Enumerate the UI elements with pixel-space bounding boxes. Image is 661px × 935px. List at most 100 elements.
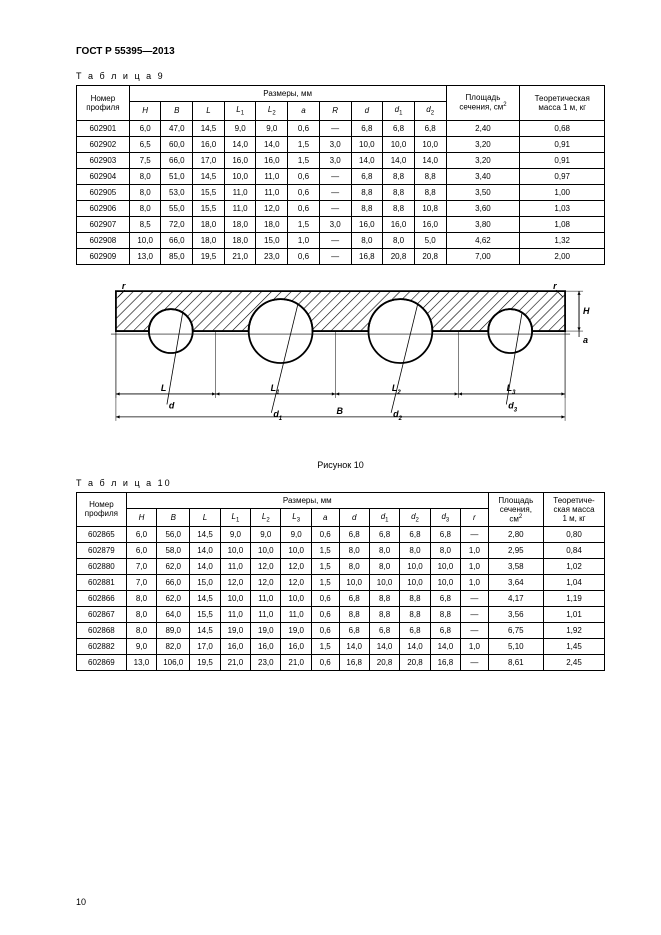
cell: 1,0	[461, 543, 489, 559]
cell: 18,0	[224, 216, 256, 232]
cell: 16,0	[383, 216, 415, 232]
cell: 19,0	[251, 623, 281, 639]
col-L2: L2	[251, 508, 281, 527]
cell: 16,0	[224, 152, 256, 168]
cell: 8,8	[383, 184, 415, 200]
cell: 3,64	[488, 575, 543, 591]
cell: 1,04	[543, 575, 604, 591]
cell: 14,0	[224, 136, 256, 152]
cell: 16,0	[251, 639, 281, 655]
cell: 8,0	[339, 559, 369, 575]
cell: 7,0	[126, 575, 156, 591]
col-d: d	[339, 508, 369, 527]
cell: 72,0	[161, 216, 193, 232]
table-row: 6029016,047,014,59,09,00,6—6,86,86,82,40…	[77, 120, 605, 136]
cell: 14,0	[351, 152, 383, 168]
table-row: 6028678,064,015,511,011,011,00,68,88,88,…	[77, 607, 605, 623]
cell: 62,0	[157, 591, 190, 607]
col-R: R	[319, 102, 351, 121]
cell: 602867	[77, 607, 127, 623]
cell: 8,0	[339, 543, 369, 559]
cell: 55,0	[161, 200, 193, 216]
col-area: Площадь сечения, см2	[488, 492, 543, 527]
cell: 7,00	[446, 248, 520, 264]
cell: 3,80	[446, 216, 520, 232]
cell: 8,8	[400, 591, 430, 607]
cell: 602866	[77, 591, 127, 607]
cell: 20,8	[383, 248, 415, 264]
table-row: 6029048,051,014,510,011,00,6—6,88,88,83,…	[77, 168, 605, 184]
cell: 6,8	[369, 623, 399, 639]
cell: 16,0	[256, 152, 288, 168]
cell: 1,00	[520, 184, 605, 200]
cell: 6,0	[126, 527, 156, 543]
cell: 3,0	[319, 216, 351, 232]
cell: 11,0	[220, 607, 250, 623]
table-row: 6029078,572,018,018,018,01,53,016,016,01…	[77, 216, 605, 232]
cell: 6,0	[129, 120, 161, 136]
cell: 3,20	[446, 136, 520, 152]
cell: 10,0	[351, 136, 383, 152]
cell: 1,19	[543, 591, 604, 607]
svg-text:r: r	[122, 281, 126, 291]
cell: 8,8	[383, 168, 415, 184]
svg-text:d3: d3	[508, 400, 517, 413]
cell: 13,0	[126, 655, 156, 671]
cell: 14,0	[256, 136, 288, 152]
table-row: 6028668,062,014,510,011,010,00,66,88,88,…	[77, 591, 605, 607]
col-d2: d2	[414, 102, 446, 121]
cell: 18,0	[224, 232, 256, 248]
cell: 602904	[77, 168, 130, 184]
cell: 21,0	[220, 655, 250, 671]
cell: 8,0	[351, 232, 383, 248]
cell: 16,8	[339, 655, 369, 671]
cell: 8,8	[400, 607, 430, 623]
cell: 1,5	[311, 559, 339, 575]
cell: 20,8	[400, 655, 430, 671]
figure10-caption: Рисунок 10	[76, 460, 605, 470]
cell: 10,0	[281, 591, 311, 607]
cell: 0,80	[543, 527, 604, 543]
cell: 6,8	[400, 527, 430, 543]
cell: 2,45	[543, 655, 604, 671]
cell: 13,0	[129, 248, 161, 264]
cell: 0,6	[311, 623, 339, 639]
page-number: 10	[76, 897, 86, 907]
cell: 8,8	[351, 200, 383, 216]
cell: 10,0	[220, 543, 250, 559]
table-row: 6028688,089,014,519,019,019,00,66,86,86,…	[77, 623, 605, 639]
cell: 6,8	[339, 591, 369, 607]
cell: 8,8	[351, 184, 383, 200]
cell: 12,0	[256, 200, 288, 216]
cell: 0,68	[520, 120, 605, 136]
cell: 15,5	[190, 607, 220, 623]
table-row: 60286913,0106,019,521,023,021,00,616,820…	[77, 655, 605, 671]
svg-text:L: L	[161, 383, 166, 393]
cell: 1,08	[520, 216, 605, 232]
cell: 0,97	[520, 168, 605, 184]
cell: 8,5	[129, 216, 161, 232]
cell: 602882	[77, 639, 127, 655]
table10: Номер профиля Размеры, мм Площадь сечени…	[76, 492, 605, 672]
cell: 6,8	[430, 527, 460, 543]
cell: 0,6	[311, 655, 339, 671]
cell: 0,91	[520, 152, 605, 168]
cell: 8,8	[414, 168, 446, 184]
cell: 9,0	[251, 527, 281, 543]
cell: 10,0	[339, 575, 369, 591]
cell: 602905	[77, 184, 130, 200]
cell: 8,0	[430, 543, 460, 559]
cell: 10,0	[220, 591, 250, 607]
cell: 3,0	[319, 152, 351, 168]
cell: —	[461, 527, 489, 543]
col-L1: L1	[220, 508, 250, 527]
cell: 8,0	[369, 543, 399, 559]
cell: 66,0	[157, 575, 190, 591]
cell: 9,0	[224, 120, 256, 136]
cell: 10,0	[281, 543, 311, 559]
cell: 14,5	[190, 591, 220, 607]
table-row: 6029068,055,015,511,012,00,6—8,88,810,83…	[77, 200, 605, 216]
cell: 14,0	[339, 639, 369, 655]
cell: 17,0	[193, 152, 225, 168]
col-H: H	[129, 102, 161, 121]
